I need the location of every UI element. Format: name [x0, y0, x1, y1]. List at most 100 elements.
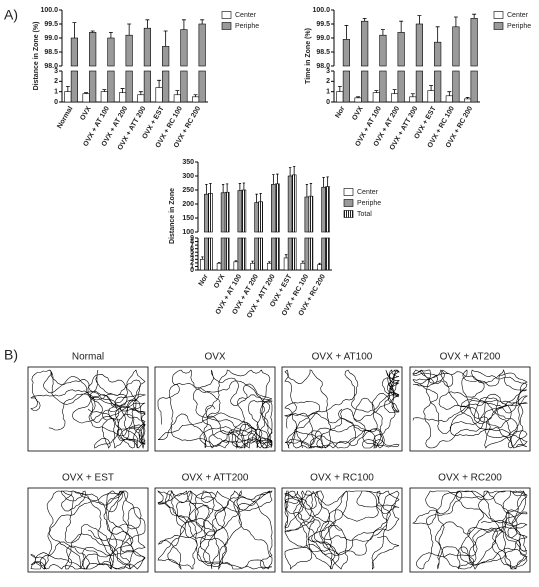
bar — [143, 27, 151, 67]
bar — [82, 93, 90, 103]
error-bar — [429, 85, 434, 91]
bar-break-fill — [325, 237, 330, 271]
legend-label: Total — [357, 211, 372, 218]
bar-break-fill — [198, 70, 206, 103]
error-bar — [472, 13, 477, 19]
bar-break-fill — [143, 70, 151, 103]
y-axis-label: Distance in Zone (%) — [33, 22, 40, 91]
bar-break-fill — [434, 70, 442, 103]
bar — [100, 91, 108, 103]
bar — [216, 262, 222, 271]
bar — [336, 91, 344, 103]
bar — [342, 39, 350, 67]
y-tick-label: 2 — [190, 260, 194, 267]
error-bar — [309, 183, 313, 197]
error-bar — [399, 20, 404, 33]
y-tick-label: 150 — [182, 215, 194, 222]
error-bar — [356, 96, 361, 98]
legend-swatch — [221, 11, 232, 19]
bar — [291, 174, 297, 233]
bar — [300, 262, 306, 271]
bar-break-fill — [379, 70, 387, 103]
legend-swatch — [221, 22, 232, 30]
y-tick-label: 3 — [190, 256, 194, 263]
bar — [204, 193, 209, 233]
legend-swatch — [343, 210, 354, 218]
track-title: OVX + AT100 — [312, 352, 373, 363]
bar-break-fill — [287, 237, 293, 271]
bar — [200, 259, 205, 271]
bar — [397, 32, 405, 67]
y-tick-label: 99.0 — [44, 35, 58, 42]
y-tick-label: 100.0 — [40, 7, 58, 14]
error-bar — [193, 94, 198, 97]
error-bar — [234, 260, 238, 262]
track-title: OVX + AT200 — [440, 352, 501, 363]
error-bar — [138, 91, 143, 95]
y-tick-label: 98.5 — [44, 49, 58, 56]
legend-label: Periphe — [357, 200, 381, 207]
panel-label: B) — [4, 347, 18, 363]
legend-label: Periphe — [507, 23, 531, 30]
error-bar — [259, 192, 262, 202]
y-tick-label: 2 — [54, 78, 58, 85]
y-tick-label: 99.5 — [44, 21, 58, 28]
error-bar — [175, 90, 180, 95]
bar — [220, 192, 226, 233]
bar-break-fill — [275, 237, 280, 271]
bar-break-fill — [470, 70, 478, 103]
y-tick-label: 100.0 — [312, 7, 330, 14]
trajectory — [157, 369, 273, 449]
bar-break-fill — [397, 70, 405, 103]
y-tick-label: 0 — [190, 267, 194, 274]
bar — [125, 34, 133, 67]
error-bar — [380, 29, 385, 36]
error-bar — [268, 261, 271, 264]
bar — [283, 257, 289, 271]
bar-break-fill — [254, 237, 259, 271]
bar — [267, 262, 272, 271]
bar-break-fill — [125, 70, 133, 103]
bar — [304, 196, 310, 233]
bar — [241, 189, 247, 233]
bar — [321, 186, 326, 233]
legend-label: Center — [357, 189, 379, 196]
error-bar — [242, 182, 246, 190]
bar — [452, 26, 460, 67]
bar — [287, 175, 293, 233]
y-tick-label: 7 — [190, 242, 194, 249]
error-bar — [318, 262, 321, 265]
error-bar — [102, 89, 107, 92]
y-tick-label: 250 — [182, 187, 194, 194]
bar-break-fill — [415, 70, 423, 103]
error-bar — [305, 184, 309, 197]
y-tick-label: 1 — [326, 89, 330, 96]
bar — [155, 87, 163, 103]
error-bar — [272, 174, 275, 185]
panel-label: A) — [4, 7, 18, 23]
bar-break-fill — [291, 237, 297, 271]
bar-break-fill — [204, 237, 209, 271]
y-tick-label: 200 — [182, 201, 194, 208]
bar-break-fill — [89, 70, 97, 103]
bar-break-fill — [180, 70, 188, 103]
bar — [445, 95, 453, 103]
y-tick-label: 99.5 — [316, 21, 330, 28]
y-tick-label: 5 — [190, 249, 194, 256]
x-tick-label: OVX — [79, 105, 93, 122]
bar-break-fill — [237, 237, 243, 271]
bar — [379, 34, 387, 67]
bar — [470, 18, 478, 67]
error-bar — [90, 30, 95, 33]
y-tick-label: 8 — [190, 238, 194, 245]
track-title: OVX + EST — [62, 473, 114, 484]
bar — [208, 193, 213, 233]
error-bar — [238, 183, 242, 191]
bar — [391, 93, 399, 103]
bar — [173, 94, 181, 103]
bar — [250, 262, 255, 271]
bar — [409, 96, 417, 103]
y-tick-label: 3 — [54, 68, 58, 75]
bar — [119, 92, 127, 103]
bar-break-fill — [224, 237, 230, 271]
